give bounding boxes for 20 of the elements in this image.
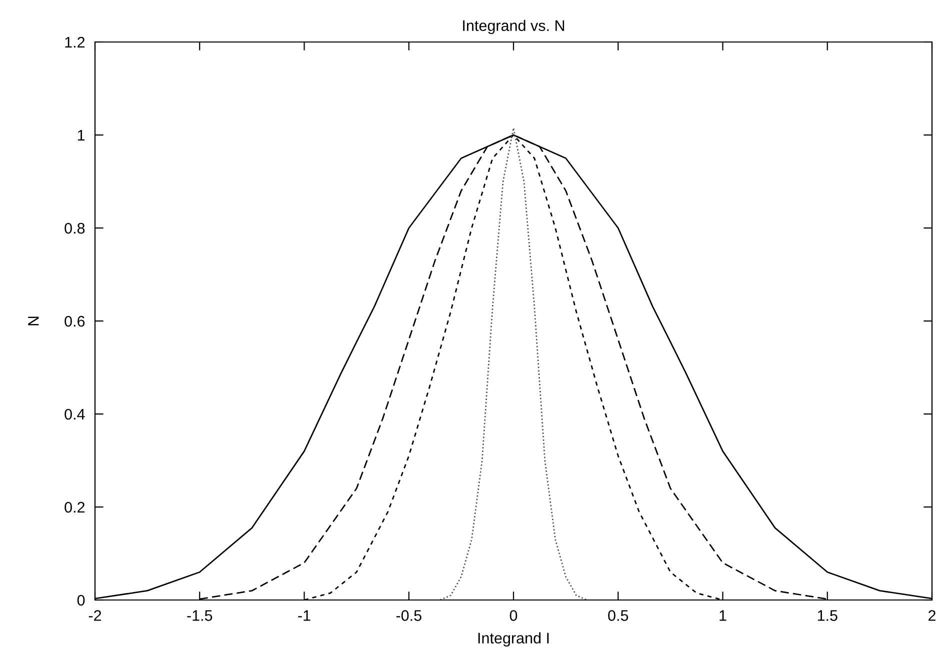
x-tick-label: -2 bbox=[88, 610, 102, 621]
x-tick-label: -1.5 bbox=[187, 610, 212, 621]
chart-title: Integrand vs. N bbox=[463, 20, 564, 34]
y-tick-label: 1 bbox=[78, 130, 85, 141]
y-axis-title: N bbox=[28, 316, 39, 326]
x-tick-label: 1 bbox=[720, 610, 726, 621]
y-tick-label: 0.6 bbox=[64, 316, 85, 327]
x-axis-title: Integrand I bbox=[478, 632, 549, 647]
y-tick-label: 0.4 bbox=[64, 408, 85, 420]
y-tick-label: 0.8 bbox=[64, 222, 85, 234]
x-tick-label: 2 bbox=[928, 610, 936, 621]
y-tick-label: 1.2 bbox=[65, 36, 85, 48]
x-tick-label: 0.5 bbox=[608, 610, 628, 621]
y-tick-label: 0 bbox=[77, 594, 85, 606]
x-tick-label: 0 bbox=[510, 610, 518, 621]
line-series bbox=[440, 127, 588, 600]
y-tick-label: 0.2 bbox=[64, 502, 85, 513]
x-tick-label: 1.5 bbox=[818, 610, 838, 621]
x-tick-label: -0.5 bbox=[396, 610, 422, 621]
x-tick-label: -1 bbox=[298, 610, 310, 621]
